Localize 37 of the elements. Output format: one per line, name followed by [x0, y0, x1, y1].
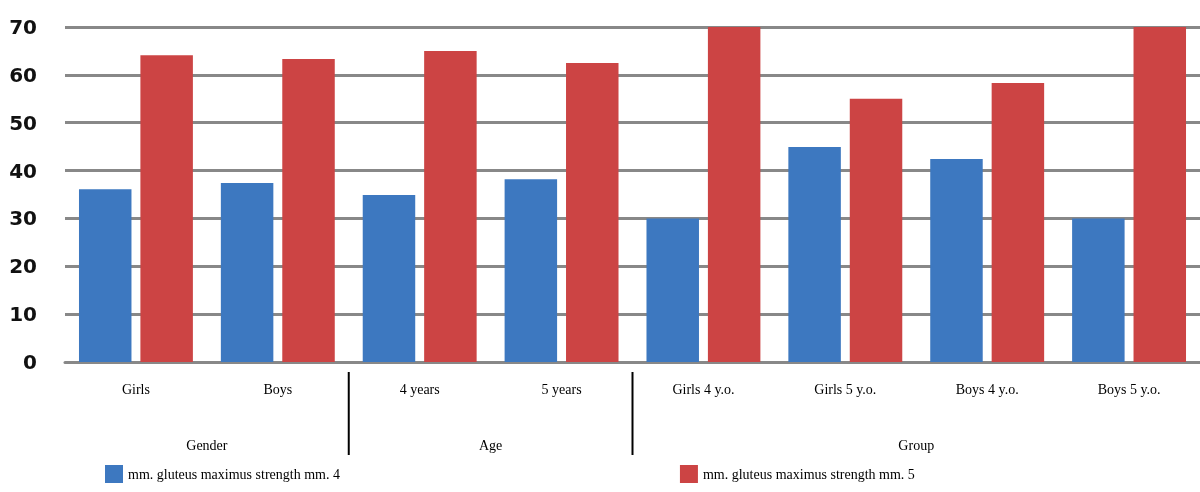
- text: Group: [898, 437, 935, 453]
- x-tick-label: Boys 5 y.o.: [1097, 381, 1161, 397]
- x-tick-label: Boys 4 y.o.: [955, 381, 1019, 397]
- bar: [849, 98, 903, 362]
- y-tick-label: 60: [9, 62, 37, 87]
- y-tick-label: 30: [9, 206, 37, 231]
- bar: [220, 183, 274, 362]
- bar: [1133, 27, 1187, 362]
- text: Gender: [186, 437, 228, 453]
- x-tick-label: 5 years: [541, 381, 582, 397]
- x-tick-label: Girls 5 y.o.: [814, 381, 877, 397]
- x-tick-label: Girls 4 y.o.: [672, 381, 735, 397]
- y-tick-label: 0: [23, 350, 37, 374]
- bar: [930, 159, 983, 362]
- bar: [362, 194, 416, 362]
- bar: [788, 147, 841, 362]
- y-tick-label: 10: [9, 302, 37, 327]
- y-tick-label: 20: [9, 254, 37, 279]
- bar: [707, 27, 761, 362]
- bar: [424, 50, 477, 362]
- y-tick-label: 50: [9, 110, 37, 135]
- bar: [282, 59, 335, 362]
- y-tick-label: 70: [9, 15, 37, 39]
- legend-label: mm. gluteus maximus strength mm. 5: [702, 466, 915, 482]
- x-tick-label: 4 years: [399, 381, 440, 397]
- bar: [991, 82, 1045, 362]
- y-tick-label: 40: [9, 158, 37, 183]
- text: Age: [478, 437, 503, 453]
- bar: [566, 62, 619, 362]
- x-tick-label: Boys: [263, 381, 293, 397]
- bar: [78, 189, 132, 362]
- bar: [1072, 218, 1125, 362]
- legend-label: mm. gluteus maximus strength mm. 4: [128, 466, 340, 482]
- bar: [646, 218, 699, 362]
- bar: [140, 55, 193, 362]
- bar: [504, 179, 558, 362]
- x-tick-label: Girls: [121, 381, 150, 397]
